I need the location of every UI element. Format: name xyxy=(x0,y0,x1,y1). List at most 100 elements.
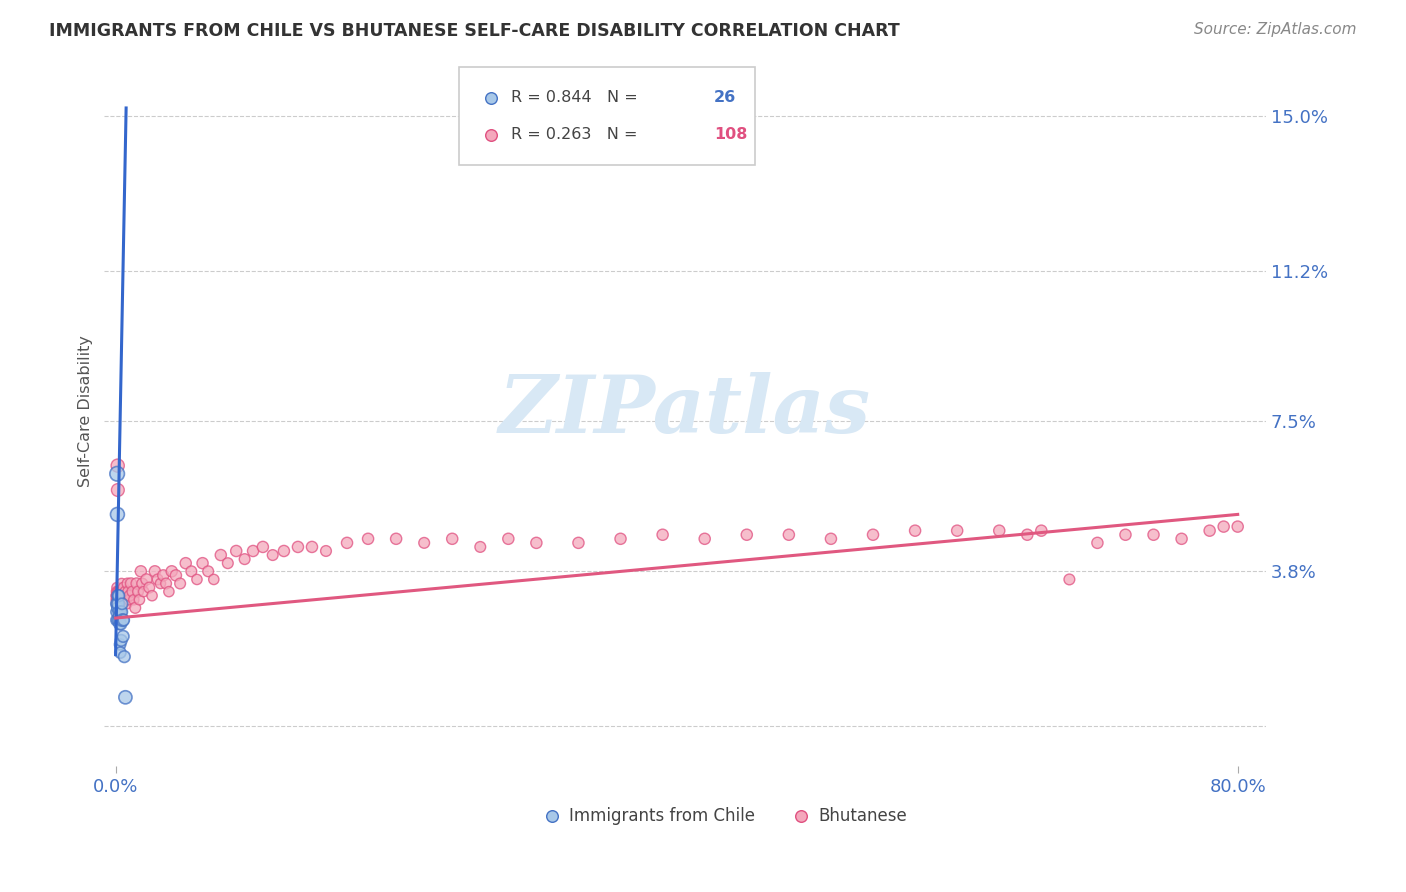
Point xyxy=(131,576,153,591)
Point xyxy=(111,576,134,591)
Point xyxy=(174,556,197,570)
Point xyxy=(107,592,129,607)
Point xyxy=(169,576,191,591)
Point xyxy=(127,584,149,599)
Point xyxy=(105,584,128,599)
Point xyxy=(160,564,183,578)
Point xyxy=(107,483,129,497)
Point xyxy=(108,609,131,624)
Point xyxy=(111,589,134,603)
Point xyxy=(186,573,208,587)
Point xyxy=(105,589,128,603)
Point xyxy=(152,568,174,582)
Point xyxy=(111,592,134,607)
Text: R = 0.263   N =: R = 0.263 N = xyxy=(510,128,643,142)
Point xyxy=(180,564,202,578)
Point xyxy=(124,600,146,615)
Point xyxy=(413,536,436,550)
Point xyxy=(209,548,232,562)
Point xyxy=(108,589,131,603)
Point xyxy=(112,597,135,611)
Point xyxy=(112,629,135,643)
Point xyxy=(567,536,589,550)
Point xyxy=(111,605,134,619)
Point xyxy=(1226,519,1249,533)
Point xyxy=(138,581,160,595)
Point xyxy=(651,527,673,541)
Point xyxy=(735,527,758,541)
Text: 26: 26 xyxy=(714,90,737,105)
Point xyxy=(1031,524,1053,538)
Point xyxy=(129,564,152,578)
Point xyxy=(262,548,284,562)
Point xyxy=(107,613,129,627)
Point xyxy=(105,597,128,611)
Point xyxy=(693,532,716,546)
Point xyxy=(225,544,247,558)
Point xyxy=(252,540,274,554)
Point xyxy=(110,592,132,607)
Point xyxy=(112,589,135,603)
Point xyxy=(498,532,520,546)
Point xyxy=(107,589,129,603)
Point xyxy=(441,532,464,546)
Point xyxy=(108,597,131,611)
Point xyxy=(146,573,169,587)
Point xyxy=(108,592,131,607)
Point xyxy=(197,564,219,578)
Point xyxy=(273,544,295,558)
Point xyxy=(107,592,129,607)
Point xyxy=(105,613,128,627)
Point xyxy=(233,552,256,566)
Point xyxy=(108,617,131,632)
Text: Source: ZipAtlas.com: Source: ZipAtlas.com xyxy=(1194,22,1357,37)
Point xyxy=(115,592,138,607)
Text: R = 0.844   N =: R = 0.844 N = xyxy=(510,90,643,105)
Point xyxy=(118,592,141,607)
Point xyxy=(315,544,337,558)
Point xyxy=(135,573,157,587)
Point xyxy=(105,589,128,603)
Point xyxy=(141,589,163,603)
Text: Bhutanese: Bhutanese xyxy=(818,807,907,825)
Point xyxy=(143,564,166,578)
Point xyxy=(120,576,142,591)
Point xyxy=(155,576,177,591)
Point xyxy=(1198,524,1220,538)
Point xyxy=(946,524,969,538)
Y-axis label: Self-Care Disability: Self-Care Disability xyxy=(79,334,93,487)
Text: IMMIGRANTS FROM CHILE VS BHUTANESE SELF-CARE DISABILITY CORRELATION CHART: IMMIGRANTS FROM CHILE VS BHUTANESE SELF-… xyxy=(49,22,900,40)
Point xyxy=(108,589,131,603)
Point xyxy=(112,649,135,664)
Point xyxy=(111,613,134,627)
Point xyxy=(862,527,884,541)
Point xyxy=(301,540,323,554)
Point xyxy=(128,592,150,607)
Point xyxy=(385,532,408,546)
Point xyxy=(1212,519,1234,533)
Point xyxy=(117,584,139,599)
Point xyxy=(110,597,132,611)
Point xyxy=(108,613,131,627)
Point xyxy=(778,527,800,541)
Point xyxy=(107,589,129,603)
Point xyxy=(114,584,136,599)
Point xyxy=(118,589,141,603)
Point xyxy=(1114,527,1136,541)
Point xyxy=(149,576,172,591)
Point xyxy=(125,576,148,591)
Point xyxy=(157,584,180,599)
Point xyxy=(107,600,129,615)
Point xyxy=(112,613,135,627)
Point xyxy=(242,544,264,558)
Point xyxy=(191,556,214,570)
Point xyxy=(105,467,128,481)
Point xyxy=(107,597,129,611)
Point xyxy=(105,592,128,607)
Point xyxy=(117,576,139,591)
Point xyxy=(114,592,136,607)
Point xyxy=(1087,536,1109,550)
Point xyxy=(105,581,128,595)
Point xyxy=(165,568,187,582)
Point xyxy=(107,592,129,607)
